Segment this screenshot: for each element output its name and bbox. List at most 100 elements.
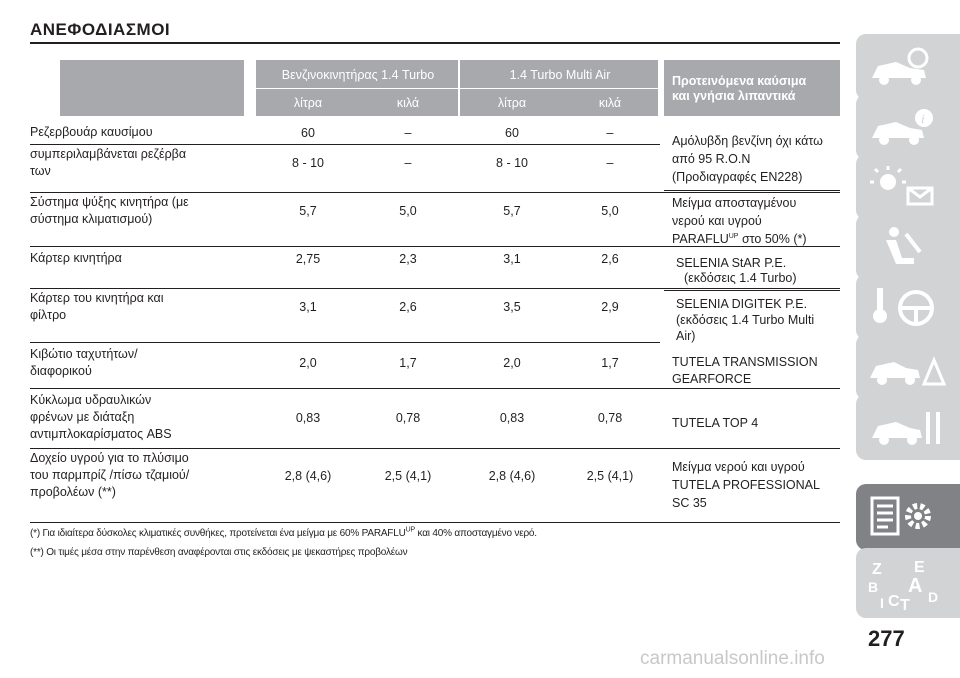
tab-safety[interactable] — [856, 214, 960, 280]
row-value: 0,83 — [295, 410, 321, 425]
row-rule — [30, 448, 840, 449]
svg-text:i: i — [921, 111, 925, 126]
row-value: 2,6 — [399, 300, 417, 314]
watermark: carmanualsonline.info — [640, 648, 825, 669]
row-label: Δοχείο υγρού για το πλύσιμο του παρμπρίζ … — [30, 451, 190, 499]
fluid-fuel: Αμόλυβδη βενζίνη όχι κάτω από 95 R.O.N (… — [672, 134, 823, 184]
row-value: 0,83 — [499, 410, 525, 425]
title-rule — [30, 42, 840, 44]
svg-text:Z: Z — [872, 561, 882, 578]
table-header-fuel-cell — [664, 60, 840, 116]
row-label: Σύστημα ψύξης κινητήρα (με σύστημα κλιματ… — [30, 195, 189, 226]
row-rule — [30, 144, 660, 145]
car-dashboard-icon — [872, 47, 929, 85]
svg-text:T: T — [900, 597, 910, 610]
svg-text:E: E — [914, 559, 925, 576]
footnote-2: (**) Οι τιμές μέσα στην παρένθεση αναφέρ… — [30, 547, 408, 558]
row-rule — [30, 192, 840, 193]
row-value: 60 — [505, 125, 519, 140]
row-value: 3,5 — [503, 300, 521, 314]
header-sub-kg-2: κιλά — [598, 96, 622, 110]
header-fuel-line2: και γνήσια λιπαντικά — [672, 89, 796, 103]
header-group-multiair: 1.4 Turbo Multi Air — [509, 68, 611, 82]
header-fuel-line1: Προτεινόμενα καύσιμα — [672, 74, 807, 88]
fluid-rule-oil — [664, 290, 840, 291]
svg-text:A: A — [908, 575, 922, 597]
svg-text:I: I — [880, 595, 884, 610]
row-value: 60 — [301, 125, 315, 140]
row-value: 1,7 — [399, 356, 417, 370]
row-value: – — [606, 156, 614, 170]
header-divider — [256, 88, 658, 89]
row-value: – — [404, 125, 412, 140]
row-value: 2,8 (4,6) — [284, 468, 332, 483]
header-group-turbo: Βενζινοκινητήρας 1.4 Turbo — [281, 68, 435, 82]
row-value: – — [606, 125, 614, 140]
row-value: 2,5 (4,1) — [586, 468, 634, 483]
tab-warnings[interactable] — [856, 154, 960, 220]
row-value: 0,78 — [597, 410, 623, 425]
row-value: 8 - 10 — [292, 156, 324, 170]
row-value: 2,75 — [295, 251, 321, 266]
fluid-brake: TUTELA TOP 4 — [672, 416, 759, 430]
row-value: 5,7 — [299, 204, 317, 218]
airbag-seat-icon — [886, 227, 922, 264]
table-header-label-cell — [60, 60, 244, 116]
fluid-transmission: TUTELA TRANSMISSION GEARFORCE — [672, 355, 818, 386]
emergency-car-icon — [870, 356, 947, 386]
row-value: 2,3 — [399, 251, 417, 266]
svg-text:B: B — [868, 579, 878, 595]
row-value: 2,0 — [503, 356, 521, 370]
fluid-coolant: Μείγμα αποσταγμένου νερού και υγρού PARA… — [672, 196, 807, 246]
row-rule — [30, 522, 840, 523]
row-rule — [30, 246, 840, 247]
row-label: Ρεζερβουάρ καυσίμου — [30, 125, 153, 139]
warning-lights-message-icon — [870, 166, 934, 206]
header-fuel-title: Προτεινόμενα καύσιμα και γνήσια λιπαντικ… — [672, 74, 806, 104]
header-sub-kg-1: κιλά — [396, 96, 420, 110]
maintenance-tools-icon — [872, 412, 940, 445]
key-steering-wheel-icon — [873, 288, 934, 326]
fluid-oil-multiair: SELENIA DIGITEK P.E. (εκδόσεις 1.4 Turbo… — [676, 297, 815, 343]
svg-text:D: D — [928, 589, 938, 605]
row-value: 5,0 — [601, 204, 619, 218]
header-sub-litres-1: λίτρα — [293, 96, 323, 110]
row-label: συμπεριλαμβάνεται ρεζέρβα των — [30, 147, 187, 178]
page-number: 277 — [868, 626, 905, 651]
fluid-rule — [664, 190, 840, 191]
row-label: Κάρτερ του κινητήρα και φίλτρο — [30, 291, 164, 322]
row-value: 0,78 — [395, 410, 421, 425]
row-label: Κιβώτιο ταχυτήτων/διαφορικού — [30, 347, 138, 378]
row-rule — [30, 288, 840, 289]
car-info-icon: i — [872, 109, 933, 145]
page-title: ΑΝΕΦΟΔΙΑΣΜΟΙ — [30, 20, 171, 39]
row-value: 3,1 — [503, 251, 521, 266]
row-value: 2,5 (4,1) — [384, 468, 432, 483]
svg-text:C: C — [888, 593, 900, 610]
header-sub-litres-2: λίτρα — [497, 96, 527, 110]
row-value: 3,1 — [299, 300, 317, 314]
tab-technical-data[interactable] — [856, 484, 960, 550]
technical-data-gear-icon — [870, 496, 931, 536]
tab-emergency[interactable] — [856, 334, 960, 400]
row-label: Κύκλωμα υδραυλικών φρένων με διάταξη αντιμ… — [30, 393, 172, 441]
tab-dashboard[interactable] — [856, 34, 960, 100]
tab-maintenance[interactable] — [856, 394, 960, 460]
footnote-1: (*) Για ιδιαίτερα δύσκολες κλιματικές συ… — [30, 526, 537, 539]
row-rule — [30, 388, 840, 389]
tab-starting-driving[interactable] — [856, 274, 960, 340]
alphabetical-index-icon: Z E B A I C T D — [868, 559, 938, 610]
row-value: – — [404, 156, 412, 170]
tab-index[interactable]: Z E B A I C T D — [856, 548, 960, 618]
row-value: 2,9 — [601, 300, 619, 314]
row-value: 2,6 — [601, 251, 619, 266]
row-rule — [30, 342, 660, 343]
row-value: 1,7 — [601, 356, 619, 370]
fluid-washer: Μείγμα νερού και υγρού TUTELA PROFESSION… — [672, 460, 820, 510]
row-value: 8 - 10 — [496, 156, 528, 170]
header-divider-mid — [458, 60, 460, 116]
row-value: 5,0 — [399, 204, 417, 218]
tab-car-info[interactable]: i — [856, 94, 960, 160]
fluid-oil-turbo: SELENIA StAR P.E. (εκδόσεις 1.4 Turbo) — [676, 256, 797, 285]
row-value: 2,8 (4,6) — [488, 468, 536, 483]
